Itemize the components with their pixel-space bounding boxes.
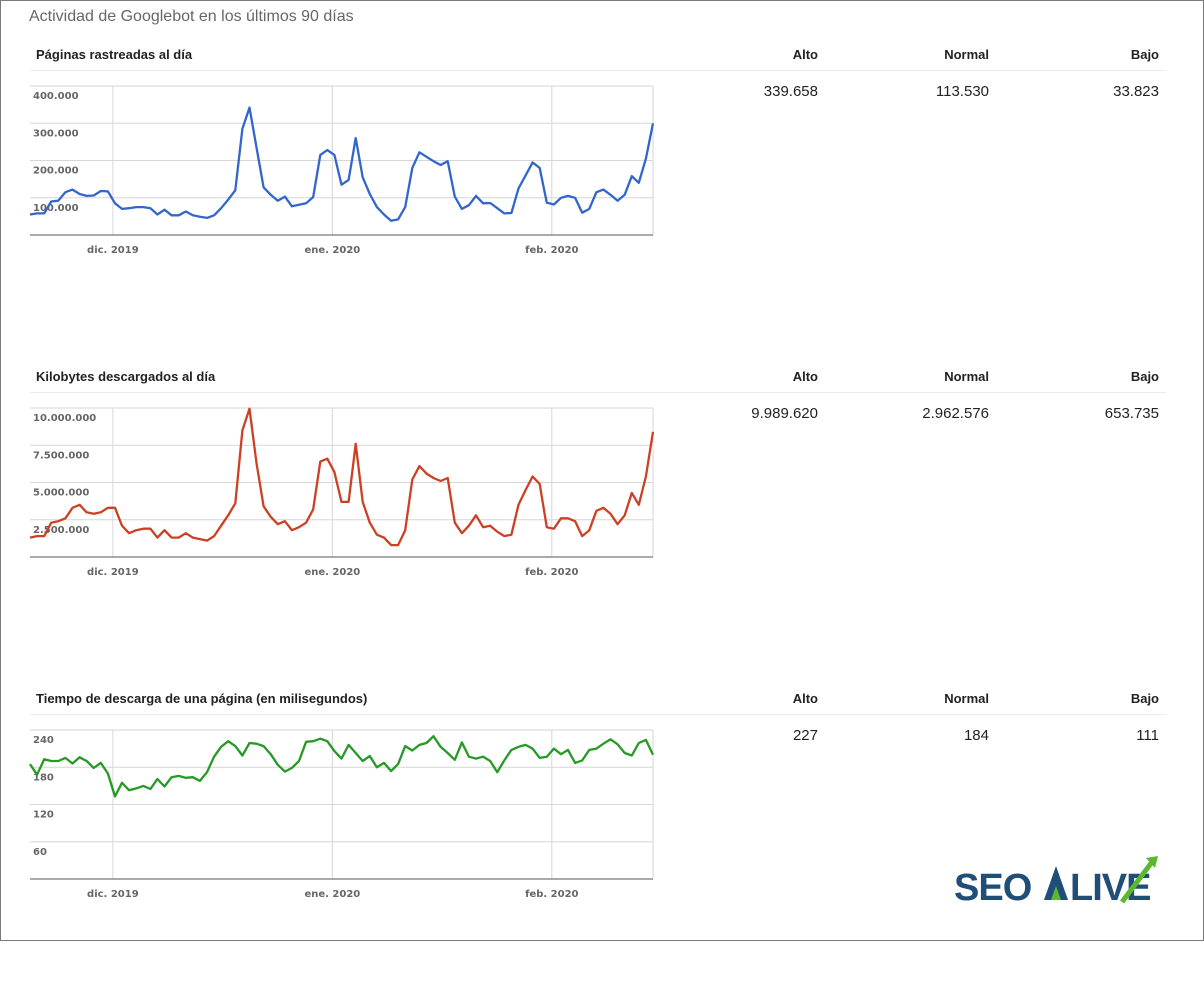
series-line (29, 735, 655, 798)
y-tick-label: 300.000 (33, 128, 79, 139)
y-tick-label: 100.000 (33, 203, 79, 214)
y-tick-label: 7.500.000 (33, 450, 89, 461)
section-kilobytes-downloaded: Kilobytes descargados al día Alto Normal… (29, 362, 1166, 662)
y-tick-label: 5.000.000 (33, 488, 89, 499)
y-tick-label: 120 (33, 810, 54, 821)
x-tick-label: ene. 2020 (304, 889, 360, 900)
series-line (29, 106, 655, 222)
x-tick-label: dic. 2019 (87, 567, 139, 578)
series-line (29, 407, 655, 547)
value-alto: 227 (792, 727, 818, 744)
y-tick-label: 2.500.000 (33, 525, 89, 536)
section-header: Páginas rastreadas al día Alto Normal Ba… (30, 40, 1166, 71)
column-header-alto: Alto (792, 691, 818, 706)
section-header: Kilobytes descargados al día Alto Normal… (30, 362, 1166, 393)
section-pages-crawled: Páginas rastreadas al día Alto Normal Ba… (29, 40, 1166, 340)
section-title: Páginas rastreadas al día (36, 47, 193, 62)
page-title: Actividad de Googlebot en los últimos 90… (29, 8, 354, 25)
column-header-bajo: Bajo (1130, 691, 1159, 706)
seoalive-logo: SEO LIVE (954, 856, 1158, 908)
value-bajo: 33.823 (1113, 83, 1159, 100)
column-header-alto: Alto (792, 369, 818, 384)
column-header-normal: Normal (944, 47, 989, 62)
y-tick-label: 200.000 (33, 166, 79, 177)
x-tick-label: feb. 2020 (525, 245, 578, 256)
pages-crawled-chart: 400.000 300.000 200.000 100.000 dic. 2019 ene… (29, 85, 655, 256)
value-alto: 9.989.620 (751, 405, 818, 422)
value-alto: 339.658 (763, 83, 818, 100)
x-tick-label: ene. 2020 (304, 245, 360, 256)
x-tick-label: feb. 2020 (525, 567, 578, 578)
column-header-normal: Normal (944, 369, 989, 384)
svg-text:LIVE: LIVE (1070, 867, 1150, 908)
y-tick-label: 10.000.000 (33, 413, 96, 424)
value-bajo: 653.735 (1104, 405, 1159, 422)
y-tick-label: 400.000 (33, 91, 79, 102)
value-normal: 113.530 (935, 83, 989, 100)
value-normal: 2.962.576 (922, 405, 989, 422)
column-header-alto: Alto (792, 47, 818, 62)
section-title: Kilobytes descargados al día (36, 369, 216, 384)
y-tick-label: 60 (33, 847, 47, 858)
y-tick-label: 180 (33, 772, 54, 783)
section-download-time: Tiempo de descarga de una página (en mil… (29, 684, 1166, 984)
x-tick-label: ene. 2020 (304, 567, 360, 578)
section-header: Tiempo de descarga de una página (en mil… (30, 684, 1166, 715)
value-normal: 184 (963, 727, 989, 744)
y-tick-label: 240 (33, 735, 54, 746)
report-frame (0, 0, 1204, 941)
x-tick-label: dic. 2019 (87, 889, 139, 900)
column-header-bajo: Bajo (1130, 369, 1159, 384)
column-header-normal: Normal (944, 691, 989, 706)
x-tick-label: feb. 2020 (525, 889, 578, 900)
download-time-chart: 240 180 120 60 dic. 2019 ene. 2020 feb. 2020 (29, 729, 655, 900)
kilobytes-downloaded-chart: 10.000.000 7.500.000 5.000.000 2.500.000 dic… (29, 407, 655, 578)
x-tick-label: dic. 2019 (87, 245, 139, 256)
section-title: Tiempo de descarga de una página (en mil… (36, 691, 368, 706)
value-bajo: 111 (1136, 727, 1159, 744)
svg-text:SEO: SEO (954, 867, 1031, 908)
column-header-bajo: Bajo (1130, 47, 1159, 62)
